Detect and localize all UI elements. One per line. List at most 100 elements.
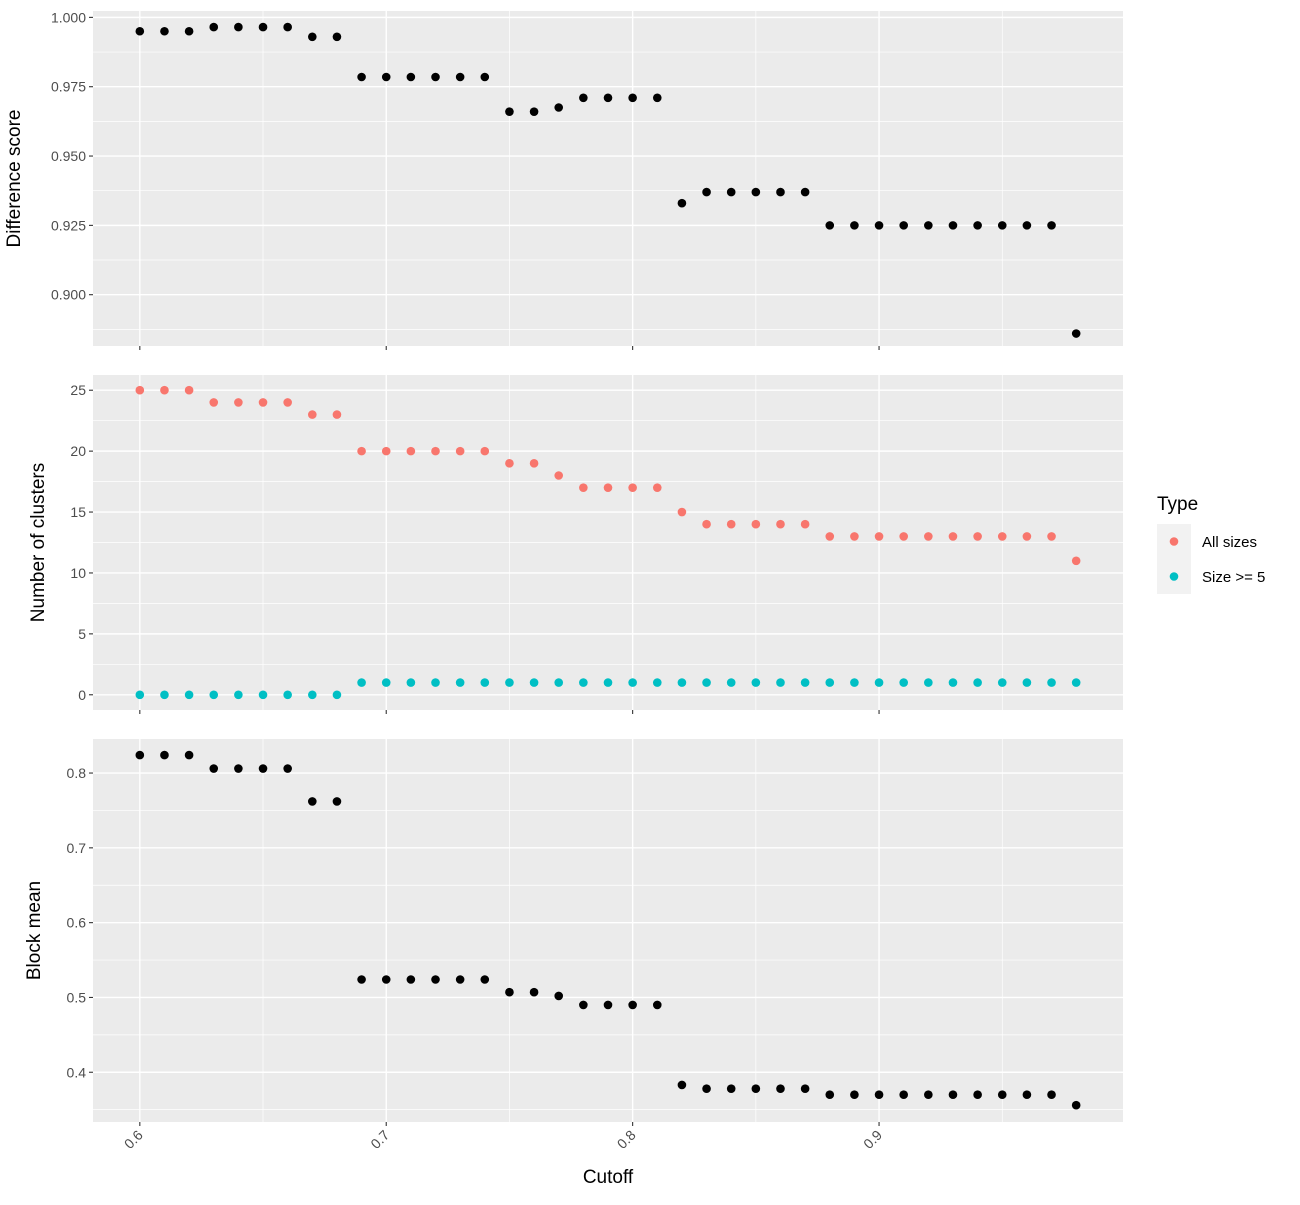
data-point [850, 532, 859, 541]
data-point [652, 678, 662, 687]
x-tick-label: 0.7 [367, 1127, 392, 1152]
data-point [308, 797, 317, 806]
data-point [332, 32, 342, 42]
data-point [1047, 221, 1056, 230]
series-0 [135, 22, 1081, 338]
y-tick-label: 0.6 [67, 915, 87, 931]
legend-swatch [1169, 537, 1179, 546]
data-point [357, 975, 366, 984]
data-point [160, 385, 169, 395]
data-point [628, 678, 637, 687]
data-point [480, 678, 490, 687]
data-point [406, 678, 416, 687]
data-point [357, 446, 366, 456]
x-tick-label: 0.6 [121, 1127, 146, 1152]
data-point [234, 690, 243, 700]
series-0 [135, 385, 1081, 566]
data-point [406, 975, 416, 984]
data-point [505, 107, 514, 116]
data-point [850, 1090, 859, 1099]
data-point [997, 1090, 1007, 1099]
data-point [135, 385, 145, 395]
data-point [924, 532, 933, 541]
y-tick-label: 20 [70, 443, 86, 459]
data-point [776, 678, 785, 687]
data-point [579, 1000, 588, 1010]
data-point [308, 32, 317, 42]
data-point [899, 532, 908, 541]
data-point [899, 1090, 908, 1099]
data-point [1071, 678, 1081, 687]
data-point [480, 446, 490, 456]
data-point [135, 690, 145, 700]
data-point [332, 410, 342, 419]
data-point [554, 678, 564, 687]
data-point [603, 1000, 613, 1010]
data-point [924, 221, 933, 230]
data-point [800, 187, 810, 197]
data-point [726, 678, 736, 687]
data-point [997, 532, 1007, 541]
data-point [1022, 532, 1032, 541]
data-point [776, 187, 785, 197]
y-tick-label: 0.8 [67, 765, 87, 781]
data-point [948, 221, 958, 230]
data-point [529, 987, 539, 997]
data-point [505, 459, 514, 468]
data-point [234, 22, 243, 32]
data-point [455, 975, 465, 984]
data-point [677, 507, 687, 517]
data-point [800, 678, 810, 687]
data-point [997, 678, 1007, 687]
data-point [554, 103, 564, 112]
data-point [800, 519, 810, 529]
data-point [283, 22, 292, 32]
data-point [234, 764, 243, 773]
data-point [973, 221, 982, 230]
y-tick-label: 15 [70, 504, 86, 520]
panel-background [93, 739, 1123, 1122]
data-point [628, 1000, 637, 1010]
data-point [751, 678, 761, 687]
legend-label: All sizes [1202, 534, 1257, 551]
data-point [1022, 221, 1032, 230]
data-point [455, 446, 465, 456]
data-point [258, 22, 268, 32]
data-point [406, 72, 416, 82]
data-point [234, 398, 243, 407]
data-point [1047, 1090, 1056, 1099]
data-point [554, 471, 564, 480]
data-point [283, 764, 292, 773]
data-point [381, 72, 391, 82]
data-point [455, 678, 465, 687]
data-point [209, 764, 219, 773]
data-point [726, 187, 736, 197]
data-point [381, 975, 391, 984]
data-point [628, 93, 637, 103]
data-point [726, 519, 736, 529]
data-point [332, 797, 342, 806]
y-tick-label: 0.4 [67, 1064, 87, 1080]
data-point [800, 1084, 810, 1094]
y-tick-label: 25 [70, 382, 86, 398]
data-point [184, 690, 194, 700]
data-point [874, 532, 884, 541]
data-point [751, 187, 761, 197]
data-point [702, 187, 711, 197]
y-tick-label: 0.7 [67, 840, 87, 856]
data-point [431, 975, 440, 984]
data-point [431, 72, 440, 82]
data-point [899, 221, 908, 230]
x-axis-title: Cutoff [583, 1167, 634, 1188]
series-1 [135, 678, 1081, 700]
data-point [357, 678, 366, 687]
data-point [948, 678, 958, 687]
data-point [480, 975, 490, 984]
data-point [579, 483, 588, 492]
y-axis-title: Block mean [24, 881, 45, 980]
data-point [1071, 556, 1081, 566]
data-point [283, 690, 292, 700]
data-point [529, 107, 539, 116]
legend-label: Size >= 5 [1202, 569, 1265, 586]
data-point [825, 221, 835, 230]
